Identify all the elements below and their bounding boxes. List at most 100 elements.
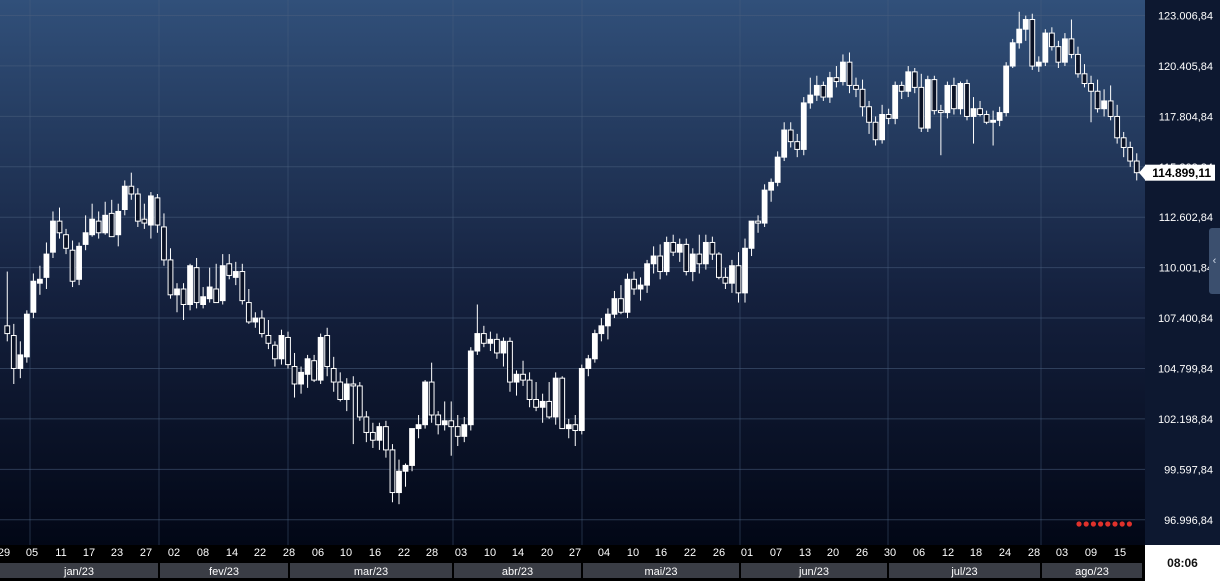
candle [578, 364, 585, 435]
candle [461, 416, 468, 443]
x-day-label: 28 [1028, 547, 1040, 559]
x-day-label: 22 [684, 547, 696, 559]
candle-body [977, 108, 983, 116]
candle [23, 310, 30, 363]
y-tick-label: 99.597,84 [1164, 464, 1213, 476]
candle [709, 236, 716, 260]
y-tick-label: 123.006,84 [1158, 11, 1213, 23]
candle-body [1009, 42, 1016, 67]
candle [422, 380, 429, 429]
candle [369, 422, 376, 448]
candle [304, 354, 311, 388]
candle-body [324, 335, 331, 368]
candle-body [970, 108, 977, 117]
candle-body [689, 253, 696, 273]
candle [1088, 75, 1094, 123]
month-bar [889, 563, 1040, 578]
candle [735, 252, 742, 303]
candle [226, 254, 233, 280]
candle-body [343, 383, 350, 400]
candle-body [415, 424, 422, 430]
candle [448, 401, 455, 456]
candle-body [376, 426, 383, 441]
candle [415, 415, 422, 439]
candle-body [546, 400, 553, 418]
candle [278, 329, 285, 365]
candle-body [683, 243, 690, 273]
candle [533, 382, 539, 412]
candle-body [193, 267, 200, 304]
candle-body [650, 255, 657, 265]
candle [187, 263, 193, 311]
candle [102, 201, 109, 235]
candle [552, 372, 559, 425]
candle [800, 97, 807, 156]
price-tag-box [1145, 164, 1215, 181]
candle [1081, 64, 1088, 88]
candle [631, 271, 637, 295]
candle-body [1133, 160, 1140, 174]
candle-body [742, 247, 748, 294]
candle [487, 331, 494, 352]
x-day-label: 26 [713, 547, 725, 559]
time-readout: 08:06 [1145, 545, 1220, 581]
x-day-label: 05 [26, 547, 38, 559]
month-bar [583, 563, 739, 578]
x-day-label: 20 [827, 547, 839, 559]
candle-body [200, 296, 207, 306]
candle-body [794, 141, 801, 150]
x-day-label: 14 [226, 547, 238, 559]
price-tag-pointer [1139, 165, 1145, 180]
candle [50, 211, 56, 258]
candle-body [147, 195, 154, 226]
candle-body [154, 197, 161, 226]
candle-body [1048, 32, 1055, 48]
candle-body [239, 271, 246, 302]
candle [585, 354, 592, 377]
candle-body [389, 449, 396, 494]
candle-body [206, 286, 213, 300]
candle [1068, 19, 1075, 59]
candle-body [853, 84, 859, 90]
candle [134, 188, 141, 227]
candle-body [618, 298, 624, 313]
candle-body [1114, 115, 1121, 139]
candle-body [1101, 100, 1107, 110]
candle [82, 215, 89, 251]
x-day-label: 20 [541, 547, 553, 559]
candle-body [500, 340, 507, 354]
price-axis: 123.006,84120.405,84117.804,84115.203,84… [1139, 11, 1215, 527]
candle [1035, 56, 1042, 72]
y-tick-label: 102.198,84 [1158, 414, 1213, 426]
panel-collapse-handle[interactable]: ‹ [1209, 228, 1220, 294]
candle [500, 337, 507, 367]
candle-body [813, 84, 820, 96]
candle [702, 234, 709, 270]
candle [911, 67, 918, 94]
candle-body [1042, 32, 1049, 63]
candle [89, 203, 96, 237]
candle-body [565, 424, 572, 430]
candle [435, 411, 442, 435]
candle-body [715, 253, 722, 278]
candle [356, 382, 363, 421]
month-bar [160, 563, 288, 578]
month-bar [1042, 563, 1142, 578]
candle [970, 97, 977, 144]
candle [937, 104, 944, 156]
month-bar [454, 563, 581, 578]
candle [409, 428, 415, 472]
candle-body [924, 79, 931, 129]
candle-body [69, 249, 76, 282]
candle-body [272, 344, 278, 360]
candle [565, 418, 572, 439]
month-bar [741, 563, 887, 578]
candle [924, 75, 931, 132]
candle [1009, 38, 1016, 68]
candle [213, 263, 220, 304]
candle-body [676, 243, 683, 253]
candle [1101, 89, 1107, 117]
x-day-label: 13 [799, 547, 811, 559]
candle-body [232, 271, 239, 278]
